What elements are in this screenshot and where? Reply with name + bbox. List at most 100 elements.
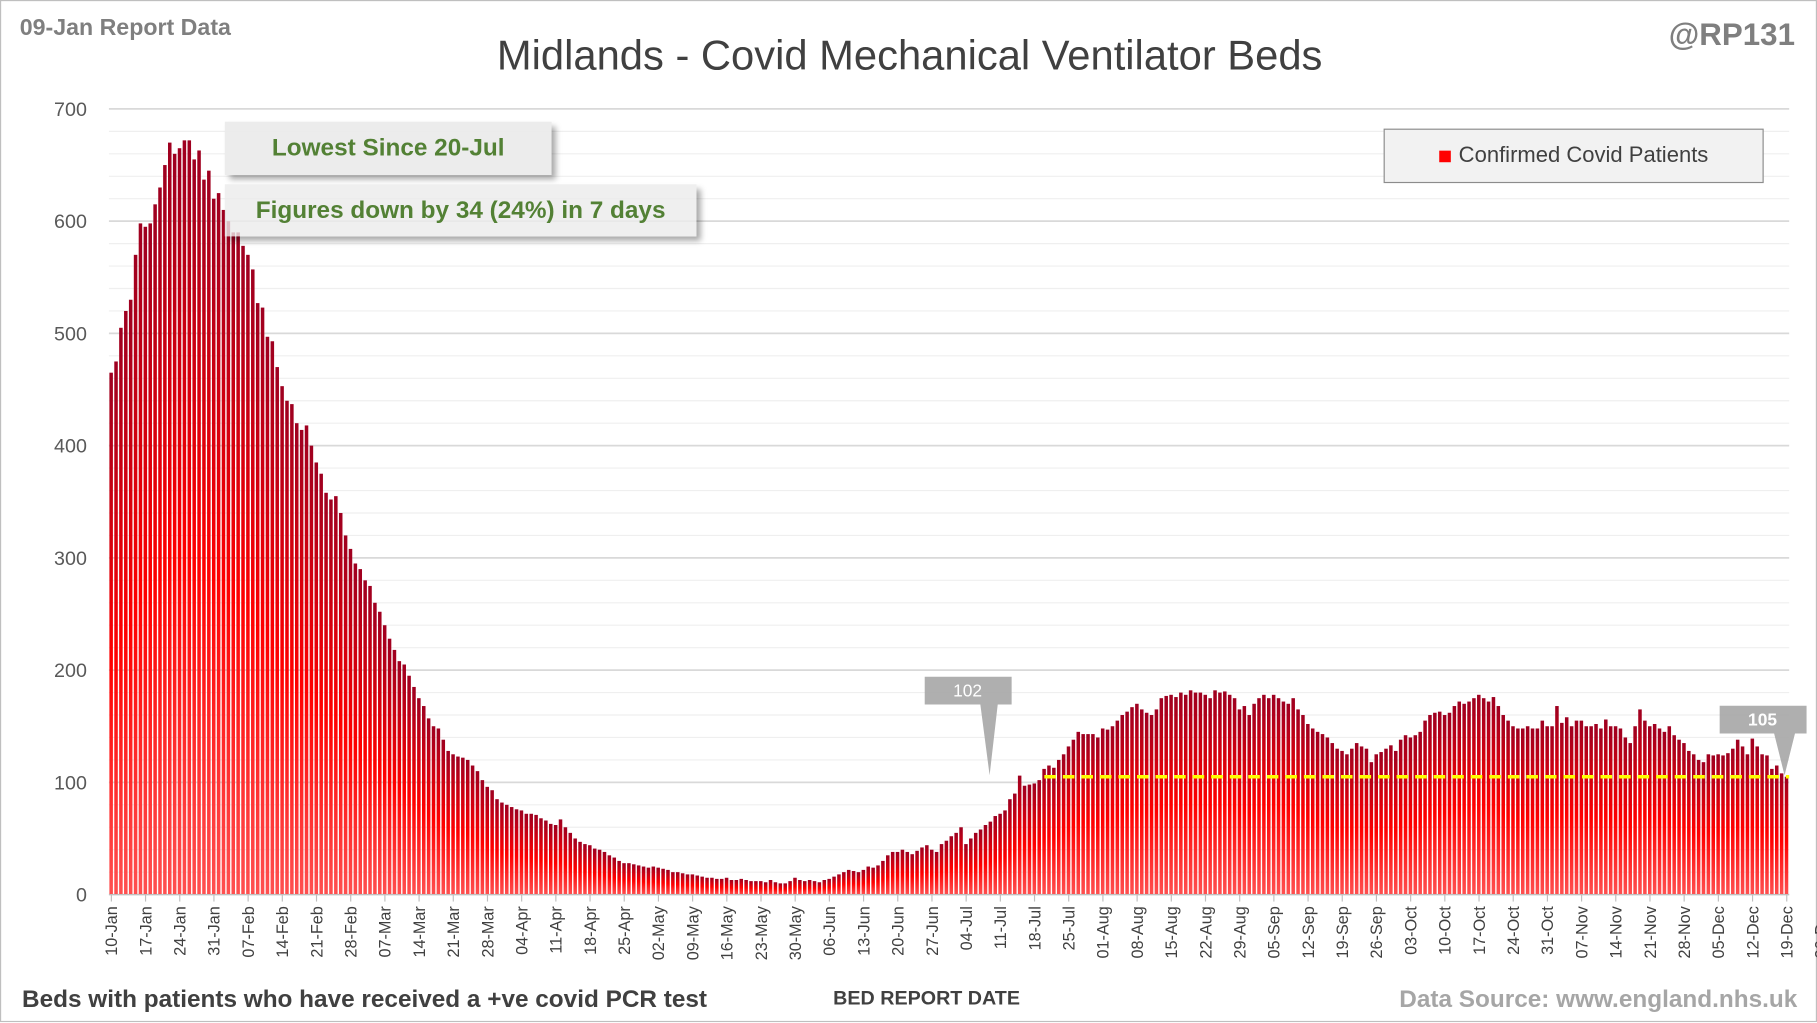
bar [1447,712,1452,895]
data-source: Data Source: www.england.nhs.uk [1399,986,1798,1013]
bar [1647,726,1652,895]
bar [382,625,387,895]
bar [1633,726,1637,895]
bar [143,226,148,895]
bar [1550,726,1554,895]
bar [1379,752,1383,895]
bar [343,535,348,895]
x-tick-label: 08-Aug [1129,906,1147,958]
bar [475,771,480,895]
bar [1745,754,1750,895]
bar [739,878,743,895]
x-tick-label: 29-Aug [1231,906,1249,958]
bar [1130,707,1134,895]
bar [1760,754,1764,895]
bar [1144,712,1149,895]
bar [500,802,504,895]
bar [255,303,260,895]
bar [1179,692,1183,895]
x-tick-label: 12-Sep [1300,906,1318,958]
bar [1345,754,1349,895]
bar [1213,690,1217,895]
bar [1164,695,1168,895]
bar [1467,701,1471,895]
bar [1589,726,1593,895]
bar [309,445,314,895]
bar [441,739,446,895]
x-tick-label: 15-Aug [1163,906,1181,958]
bar [1081,734,1085,895]
bar [1584,726,1589,895]
bar [573,838,577,895]
bar [270,341,275,895]
bar [1066,746,1071,895]
bar [524,813,529,895]
bar [373,602,377,895]
x-tick-label: 05-Sep [1266,906,1284,958]
bar [1115,720,1120,895]
x-tick-label: 07-Nov [1573,905,1591,958]
chart-title: Midlands - Covid Mechanical Ventilator B… [496,31,1323,79]
bar [158,187,162,895]
bar [470,765,475,895]
x-tick-label: 20-Jun [890,906,908,956]
bar-series [109,140,1789,895]
bar [1188,690,1193,895]
bar [1154,709,1159,895]
bar [1594,723,1598,895]
bar [133,254,138,895]
x-tick-label: 31-Oct [1539,906,1557,955]
bar [407,675,411,895]
bar [983,825,988,895]
bar [1608,726,1613,895]
bar [1330,743,1335,895]
bar [548,823,553,895]
bar [1350,748,1354,895]
x-tick-label: 24-Oct [1505,906,1523,955]
bar [768,880,773,895]
bar [1061,754,1066,895]
annotation-lowest-since: Lowest Since 20-Jul [224,121,552,175]
bar [338,512,343,895]
bar [842,872,846,895]
bar [954,832,958,895]
bar [910,854,914,895]
bar [202,179,206,895]
bar [446,750,450,895]
bar [1232,698,1237,895]
bar [1183,694,1188,895]
bar [1374,754,1378,895]
bar [1369,762,1374,895]
bar [588,845,592,895]
bar [485,786,490,895]
x-tick-label: 30-May [787,905,805,960]
x-tick-label: 26-Dec [1813,906,1817,958]
bar [172,153,177,895]
bar [1032,783,1037,895]
bar [553,825,558,895]
bar [1276,698,1281,895]
bar [1662,731,1667,895]
y-tick-label: 100 [54,772,87,794]
bar [231,232,236,895]
x-tick-label: 05-Dec [1710,906,1728,958]
bar [1540,720,1545,895]
bar [1545,726,1549,895]
bar [978,829,983,895]
bar [632,864,636,895]
bar [1125,711,1129,895]
bar [1740,746,1745,895]
x-tick-label: 04-Apr [513,906,531,955]
bar [578,841,582,895]
bar [1105,729,1110,895]
bar [509,807,514,895]
bar [1296,709,1300,895]
bar [959,827,963,895]
bar [1384,748,1388,895]
bar [1672,735,1676,895]
callouts: 102 105 [924,676,1807,776]
bar [627,863,631,895]
bar [675,872,680,895]
bar [827,878,831,895]
bar [1003,810,1007,895]
